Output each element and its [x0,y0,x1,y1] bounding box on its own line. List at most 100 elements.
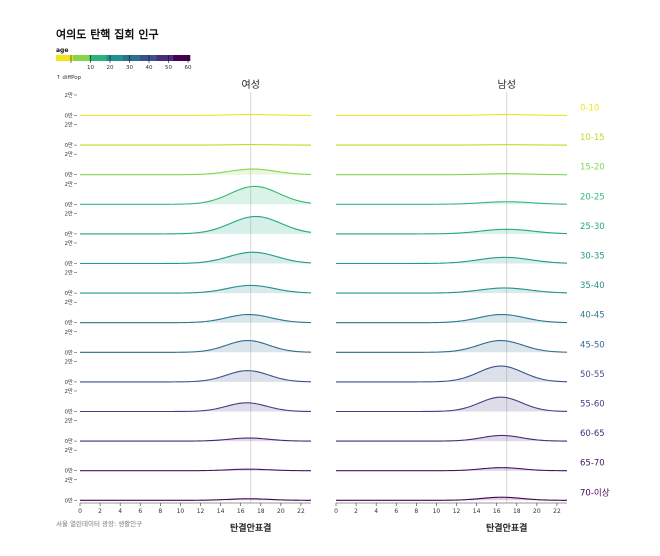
y-tick-label: 0만 [64,467,73,475]
series-line [80,339,312,353]
y-tick-label: 0만 [64,230,73,238]
series-area [336,366,567,382]
legend-swatch [123,55,141,61]
y-tick-label: 0만 [64,496,73,504]
x-tick-label: 22 [553,508,561,515]
y-tick-label: 0만 [64,348,73,356]
series-line [336,113,568,117]
x-tick-label: 20 [277,508,285,515]
legend-swatch [156,55,174,61]
series-line [336,496,567,501]
x-tick-label: 6 [394,508,398,515]
series-line [336,467,567,472]
x-tick-label: 10 [433,508,441,515]
y-tick-label: 0만 [64,141,73,149]
series-line [80,437,312,442]
series-area [80,285,311,294]
x-tick-label: 2 [354,508,358,515]
x-axis-title: 탄결안표결 [230,522,271,534]
y-tick-label: 0만 [64,200,73,208]
x-tick-label: 10 [177,508,185,515]
series-line [336,173,568,176]
legend-tick-label: 30 [126,65,133,71]
series-area [336,467,567,471]
x-tick-label: 6 [138,508,142,515]
x-tick-label: 0 [334,508,338,515]
y-tick-label: 2만 [64,417,73,425]
series-area [80,252,311,264]
y-tick-label: 2만 [64,476,73,484]
x-axis-title: 탄결안표결 [486,522,527,534]
x-tick-label: 16 [237,508,245,515]
y-tick-label: 0만 [64,289,73,297]
x-tick-label: 18 [513,508,521,515]
series-label: 20-25 [580,192,605,202]
series-line [80,402,312,413]
series-line [336,434,568,442]
x-tick-label: 12 [453,508,461,515]
y-tick-label: 2만 [64,269,73,277]
series-label: 25-30 [580,222,605,232]
legend-tick-label: 10 [87,65,94,71]
x-tick-label: 8 [158,508,162,515]
series-line [80,370,312,383]
x-tick-label: 16 [493,508,501,515]
series-line [80,185,312,205]
series-line [80,144,312,146]
y-tick-label: 0만 [64,378,73,386]
series-line [80,313,312,324]
series-line [336,339,568,353]
panel-title: 여성 [242,79,260,91]
series-area [336,314,567,323]
series-area [80,402,311,412]
series-label: 0-10 [580,104,599,114]
legend-tick-label: 60 [185,65,192,71]
x-tick-label: 20 [533,508,541,515]
y-tick-label: 2만 [64,387,73,395]
series-line [336,287,568,294]
x-tick-label: 18 [257,508,265,515]
series-line [80,113,312,117]
series-area [336,287,567,294]
series-line [336,228,568,235]
age-legend: age 10 20 30 40 50 60 [56,47,192,71]
chart-title: 여의도 탄핵 집회 인구 [56,27,159,41]
y-tick-label: 2만 [64,121,73,129]
series-label: 70-이상 [580,487,610,498]
series-area [336,435,567,442]
series-line [336,313,568,324]
source-note: 서울 열린데이터 광장: 생활인구 [56,519,142,528]
series-area [336,397,567,412]
series-line [336,365,568,383]
legend-swatch [139,55,157,61]
series-area [80,169,311,175]
series-line [336,396,568,413]
legend-swatch [173,55,191,61]
x-tick-label: 22 [297,508,305,515]
x-tick-label: 0 [78,508,82,515]
x-tick-label: 14 [473,508,481,515]
legend-swatch [56,55,74,61]
series-label: 10-15 [580,133,605,143]
x-tick-label: 4 [374,508,378,515]
series-line [336,201,568,205]
y-tick-label: 2만 [64,357,73,365]
y-tick-label: 0만 [64,319,73,327]
legend-tick-label: 40 [146,65,153,71]
series-label: 55-60 [580,400,605,410]
legend-swatches [56,55,191,61]
series-area [80,314,311,323]
y-tick-label: 2만 [64,239,73,247]
series-line [80,215,312,235]
panel-title: 남성 [498,79,516,91]
series-line [80,168,312,176]
series-line [336,256,568,265]
legend-swatch [106,55,124,61]
y-tick-label: 2만 [64,180,73,188]
legend-swatch [72,55,90,61]
y-tick-label: 0만 [64,437,73,445]
series-line [80,498,312,501]
series-area [336,497,567,501]
